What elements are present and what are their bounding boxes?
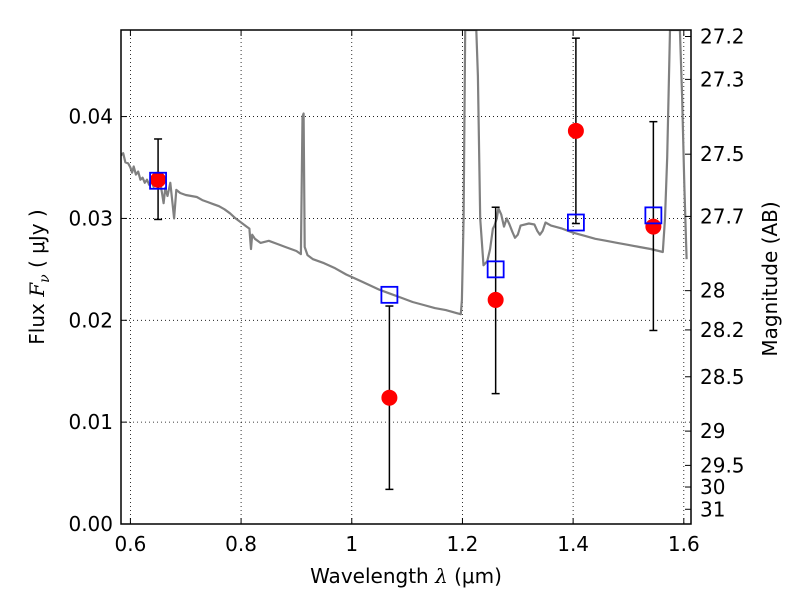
observed-point — [567, 122, 584, 139]
observed-point — [150, 171, 167, 188]
x-tick-label: 1.4 — [557, 532, 589, 556]
right-tick-label: 31 — [700, 497, 725, 521]
model-spectrum-line — [121, 30, 688, 316]
y-tick-label: 0.02 — [68, 308, 113, 332]
plot-area — [121, 30, 688, 491]
x-axis-label: Wavelength λ (μm) — [310, 564, 502, 588]
right-tick-label: 28 — [700, 279, 725, 303]
observed-point — [381, 389, 398, 406]
observed-point — [487, 291, 504, 308]
right-axis-label: Magnitude (AB) — [758, 201, 782, 356]
y-tick-label: 0.04 — [68, 105, 113, 129]
right-tick-label: 27.2 — [700, 24, 745, 48]
x-tick-label: 1.6 — [668, 532, 700, 556]
right-tick-label: 27.7 — [700, 204, 745, 228]
y-tick-label: 0.00 — [68, 512, 113, 536]
x-tick-label: 0.8 — [225, 532, 257, 556]
y-tick-label: 0.01 — [68, 410, 113, 434]
right-tick-label: 29.5 — [700, 453, 745, 477]
model-photometry-point — [149, 171, 167, 190]
x-axis-ticks: 0.6 0.8 1 1.2 1.4 1.6 — [115, 30, 700, 556]
model-photometry-point — [486, 260, 505, 279]
y-axis-label: Flux Fν ( μJy ) — [25, 209, 53, 344]
y-axis-ticks: 0.00 0.01 0.02 0.03 0.04 — [68, 105, 127, 536]
x-tick-label: 1.2 — [447, 532, 479, 556]
model-photometry-point — [566, 213, 585, 232]
right-tick-label: 29 — [700, 419, 725, 443]
model-photometry-point — [644, 206, 663, 225]
right-tick-label: 30 — [700, 475, 725, 499]
observed-point — [645, 218, 662, 235]
right-tick-label: 27.5 — [700, 142, 745, 166]
right-tick-label: 27.3 — [700, 67, 745, 91]
right-tick-label: 28.2 — [700, 318, 745, 342]
axes-frame — [120, 29, 692, 525]
y-tick-label: 0.03 — [68, 206, 113, 230]
x-tick-label: 1 — [345, 532, 358, 556]
model-photometry-point — [380, 285, 399, 304]
x-tick-label: 0.6 — [115, 532, 147, 556]
right-tick-label: 28.5 — [700, 365, 745, 389]
